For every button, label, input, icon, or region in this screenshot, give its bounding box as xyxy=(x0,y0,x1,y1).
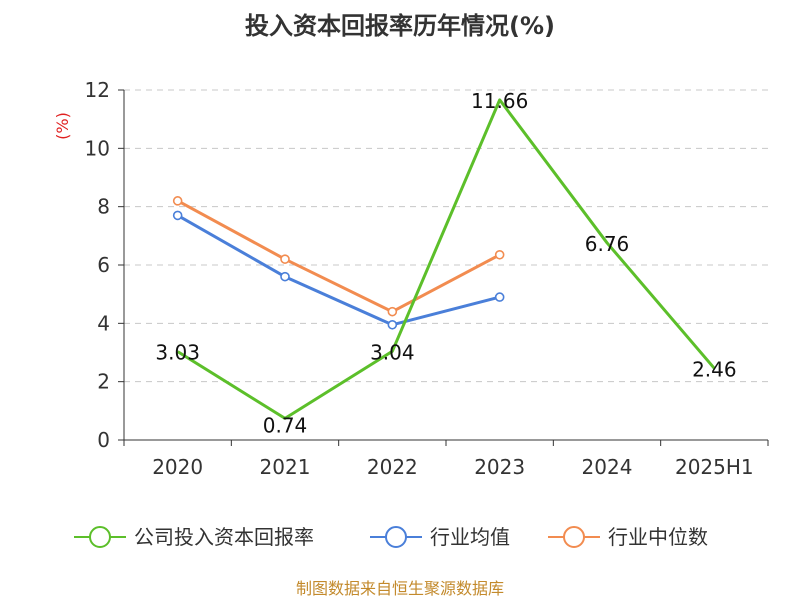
series-line-0 xyxy=(176,98,716,420)
series-point-1 xyxy=(280,271,290,282)
series-point-2 xyxy=(494,249,505,260)
series-layer xyxy=(172,98,716,420)
data-labels: 3.03 0.74 3.04 11.66 6.76 2.46 xyxy=(155,89,737,437)
series-point-2 xyxy=(172,196,183,206)
data-label: 0.74 xyxy=(263,413,308,437)
series-point-2 xyxy=(387,306,398,317)
chart-title: 投入资本回报率历年情况(%) xyxy=(245,12,555,40)
series-line-1 xyxy=(176,214,501,327)
legend-marker-2 xyxy=(563,526,585,548)
y-tick-label: 6 xyxy=(97,253,110,277)
x-tick-label: 2020 xyxy=(152,455,203,479)
y-tick-label: 4 xyxy=(97,311,110,335)
x-tick-label: 2025H1 xyxy=(675,455,754,479)
series-point-1 xyxy=(172,210,183,221)
y-tick-label: 12 xyxy=(85,78,110,102)
y-tick-label: 8 xyxy=(97,195,110,219)
x-tick-label: 2022 xyxy=(367,455,418,479)
y-axis-unit: (%) xyxy=(53,112,72,140)
data-label: 3.03 xyxy=(155,341,200,365)
y-tick-label: 2 xyxy=(97,370,110,394)
source-note: 制图数据来自恒生聚源数据库 xyxy=(296,579,504,598)
series-line-2 xyxy=(176,199,501,314)
data-label: 11.66 xyxy=(471,89,528,113)
data-label: 6.76 xyxy=(585,232,630,256)
y-tick-label: 10 xyxy=(85,136,110,160)
x-tick-label: 2021 xyxy=(260,455,311,479)
legend-marker-1 xyxy=(385,526,407,548)
series-point-1 xyxy=(494,292,505,302)
data-label: 3.04 xyxy=(370,340,415,364)
legend-label-1: 行业均值 xyxy=(430,525,510,549)
series-point-2 xyxy=(280,254,290,264)
legend-label-2: 行业中位数 xyxy=(608,525,708,549)
legend-marker-0 xyxy=(89,526,111,548)
series-point-1 xyxy=(387,319,398,330)
legend-label-0: 公司投入资本回报率 xyxy=(134,525,314,549)
grid-lines xyxy=(124,89,768,383)
data-label: 2.46 xyxy=(692,357,737,381)
y-tick-label: 0 xyxy=(97,428,110,452)
x-tick-label: 2023 xyxy=(474,455,525,479)
x-tick-label: 2024 xyxy=(582,455,633,479)
axes: 0 2 4 6 8 10 12 2020 2021 2022 2023 2024 2025H1 xyxy=(85,78,769,479)
legend: 公司投入资本回报率 行业均值 行业中位数 xyxy=(74,525,708,549)
